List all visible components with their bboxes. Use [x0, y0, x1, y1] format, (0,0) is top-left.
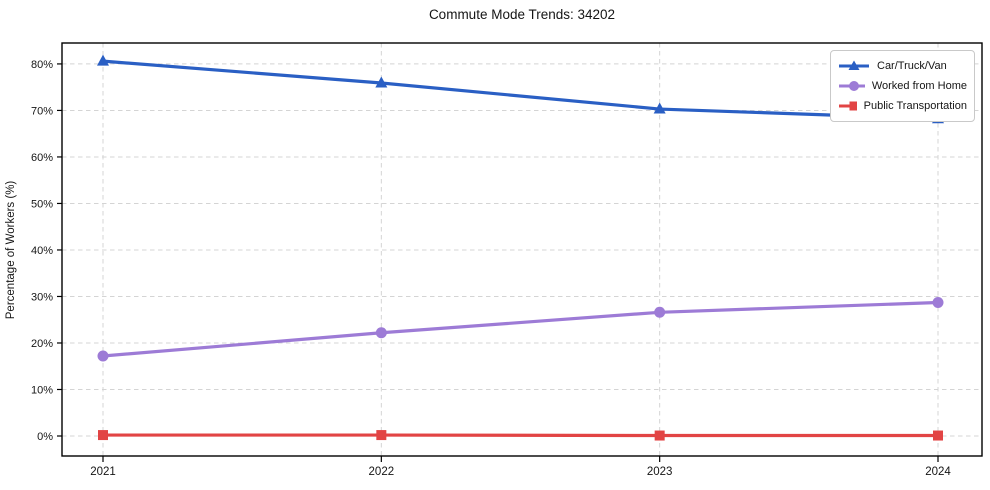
data-point-worked-from-home [932, 297, 944, 309]
data-point-public-transportation [98, 430, 108, 441]
series-line-car-truck-van [101, 59, 940, 121]
data-point-public-transportation [376, 430, 387, 441]
y-axis-label: Percentage of Workers (%) [5, 181, 17, 320]
data-point-public-transportation [654, 430, 665, 441]
x-tick-label: 2024 [925, 466, 951, 478]
data-point-worked-from-home [97, 350, 109, 362]
y-tick-label: 50% [31, 198, 53, 210]
series-line-worked-from-home [101, 300, 940, 358]
legend: Car/Truck/Van Worked from Home Public Tran… [830, 50, 975, 122]
triangle-marker-icon [839, 60, 869, 70]
y-tick-label: 10% [31, 384, 53, 396]
legend-item-worked-from-home: Worked from Home [838, 76, 967, 96]
y-tick-label: 70% [31, 105, 53, 117]
data-point-worked-from-home [375, 327, 387, 339]
data-point-car-truck-van [653, 102, 666, 114]
legend-label: Car/Truck/Van [877, 60, 947, 72]
square-marker-icon [839, 101, 857, 111]
y-tick-label: 60% [31, 152, 53, 164]
x-tick-label: 2022 [369, 466, 395, 478]
legend-item-car-truck-van: Car/Truck/Van [838, 56, 967, 76]
y-tick-label: 0% [37, 431, 53, 443]
data-point-car-truck-van [375, 76, 388, 88]
y-tick-label: 30% [31, 291, 53, 303]
legend-item-public-transportation: Public Transportation [838, 96, 967, 116]
y-tick-label: 40% [31, 245, 53, 257]
y-tick-label: 80% [31, 59, 53, 71]
x-tick-label: 2021 [90, 466, 116, 478]
x-tick-label: 2023 [647, 466, 673, 478]
circle-marker-icon [839, 81, 865, 91]
data-point-car-truck-van [97, 54, 109, 66]
chart-title: Commute Mode Trends: 34202 [428, 7, 616, 22]
legend-label: Worked from Home [871, 80, 967, 92]
y-tick-label: 20% [31, 338, 53, 350]
data-point-public-transportation [933, 430, 943, 441]
data-point-worked-from-home [654, 306, 666, 318]
legend-label: Public Transportation [863, 100, 967, 112]
